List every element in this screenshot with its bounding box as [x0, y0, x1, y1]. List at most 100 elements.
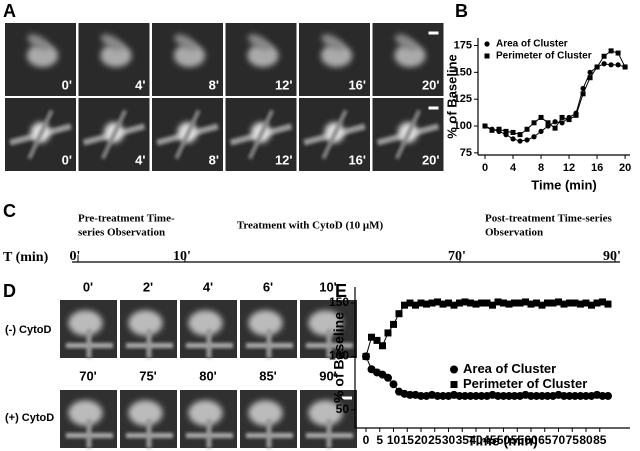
marker — [478, 299, 485, 307]
cell — [27, 34, 51, 51]
marker — [573, 112, 579, 118]
time-label: 12' — [275, 77, 293, 92]
y-tick-label: 100 — [329, 349, 349, 363]
micrograph — [5, 23, 76, 96]
time-label: 2' — [143, 279, 153, 294]
marker — [417, 391, 425, 400]
y-axis-label: % of Baseline — [444, 54, 459, 139]
micrograph — [60, 390, 117, 448]
marker — [434, 298, 441, 306]
y-tick-label: 75 — [460, 147, 472, 159]
x-tick-label: 16 — [591, 162, 603, 174]
x-tick-label: 25 — [428, 433, 442, 447]
x-tick-label: 80 — [579, 433, 593, 447]
marker — [439, 391, 447, 400]
panel-letter: E — [335, 281, 347, 301]
time-label: 0' — [83, 279, 93, 294]
marker — [533, 299, 540, 307]
neurite — [174, 109, 201, 160]
micrograph — [299, 98, 370, 171]
marker — [587, 75, 593, 81]
cell — [68, 310, 103, 336]
marker — [461, 298, 469, 306]
marker — [456, 299, 463, 307]
time-label: 8' — [209, 77, 219, 92]
neurite — [86, 419, 92, 448]
panel-letter: D — [3, 281, 16, 301]
micrograph — [225, 23, 297, 96]
marker — [494, 391, 502, 400]
x-tick-label: 5 — [376, 433, 383, 447]
marker — [524, 126, 530, 132]
row-label: (+) CytoD — [5, 412, 54, 424]
x-tick-label: 85 — [593, 433, 607, 447]
x-tick-label: 70 — [552, 433, 566, 447]
marker — [505, 300, 513, 308]
cell — [174, 34, 198, 51]
marker — [524, 137, 530, 143]
marker — [517, 138, 523, 144]
marker — [560, 391, 568, 400]
x-tick-label: 40 — [469, 433, 483, 447]
micrograph — [300, 300, 357, 358]
marker — [538, 114, 544, 120]
micrograph — [300, 390, 357, 448]
cell — [321, 34, 345, 51]
marker — [483, 299, 491, 307]
neurite — [100, 109, 128, 160]
marker — [601, 61, 607, 67]
micrograph — [120, 300, 177, 358]
marker — [466, 391, 475, 400]
time-label: 6' — [263, 279, 273, 294]
phase-label: Treatment with CytoD (10 μM) — [237, 220, 384, 232]
time-label: 85' — [259, 368, 277, 383]
panel-letter: C — [3, 201, 16, 221]
marker — [582, 299, 590, 307]
cell — [248, 400, 283, 426]
time-label: 75' — [139, 368, 157, 383]
cell — [188, 310, 223, 336]
legend-marker — [450, 365, 458, 374]
micrograph — [152, 98, 223, 171]
x-axis-label: Time (min) — [467, 433, 538, 449]
marker — [511, 299, 518, 307]
neurite — [146, 419, 152, 448]
marker — [604, 300, 612, 308]
marker — [552, 119, 558, 125]
timeline-tick-label: 90' — [603, 249, 621, 264]
cell — [320, 43, 353, 68]
time-label: 0' — [62, 152, 72, 167]
marker — [489, 301, 496, 309]
marker — [531, 134, 537, 140]
legend-marker — [484, 41, 490, 47]
micrograph — [5, 98, 76, 171]
marker — [510, 129, 516, 135]
x-tick-label: 35 — [456, 433, 470, 447]
time-label: 90' — [319, 368, 337, 383]
marker — [482, 123, 488, 129]
marker — [538, 128, 544, 134]
time-label: 70' — [79, 368, 97, 383]
cell — [100, 34, 124, 51]
marker — [527, 300, 535, 308]
row-label: (-) CytoD — [5, 324, 51, 336]
micrograph — [78, 23, 150, 96]
marker — [555, 298, 562, 306]
marker — [571, 299, 579, 307]
time-label: 20' — [422, 77, 440, 92]
marker — [384, 329, 392, 337]
time-label: 16' — [348, 152, 366, 167]
neurite — [206, 419, 212, 448]
cell — [128, 310, 163, 336]
x-tick-label: 20 — [414, 433, 428, 447]
time-label: 20' — [422, 152, 440, 167]
x-tick-label: 12 — [563, 162, 575, 174]
micrograph — [240, 390, 297, 448]
marker — [439, 300, 447, 308]
x-tick-label: 50 — [497, 433, 511, 447]
marker — [622, 64, 628, 70]
neurite — [266, 329, 272, 358]
cell — [26, 43, 59, 68]
neurite — [326, 329, 332, 358]
x-tick-label: 75 — [566, 433, 580, 447]
